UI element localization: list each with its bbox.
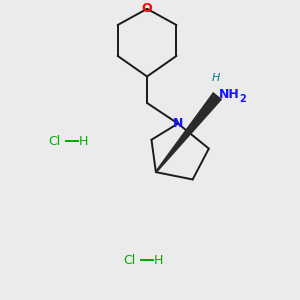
Text: Cl: Cl (48, 135, 61, 148)
Text: O: O (142, 2, 152, 15)
Text: H: H (212, 73, 220, 83)
Polygon shape (155, 92, 222, 173)
Text: Cl: Cl (123, 254, 136, 267)
Text: H: H (79, 135, 88, 148)
Text: NH: NH (219, 88, 240, 101)
Text: H: H (154, 254, 163, 267)
Text: N: N (173, 117, 183, 130)
Text: 2: 2 (239, 94, 246, 104)
